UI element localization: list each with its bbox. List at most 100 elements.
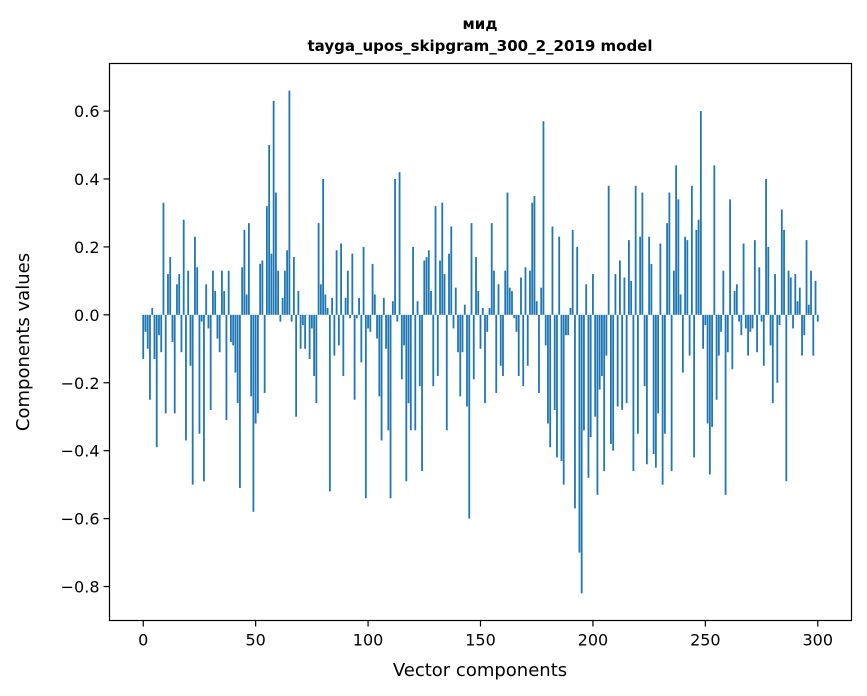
bar-171: [526, 314, 529, 366]
y-axis-ticks: −0.8 −0.6 −0.4 −0.2 0.0 0.2 0.4 0.6: [61, 102, 110, 597]
bar-17: [180, 314, 183, 353]
bar-266: [740, 314, 743, 336]
bar-277: [765, 178, 767, 315]
bar-1: [144, 314, 147, 332]
bar-129: [432, 314, 435, 387]
bar-107: [382, 297, 385, 315]
bar-177: [540, 287, 543, 315]
y-axis-label: Components values: [13, 253, 34, 431]
bar-219: [634, 185, 637, 315]
bar-93: [351, 253, 354, 315]
bar-193: [576, 246, 579, 315]
bar-24: [196, 267, 199, 315]
bar-12: [169, 257, 172, 315]
bar-271: [751, 314, 754, 329]
bar-86: [335, 250, 338, 315]
bar-192: [574, 314, 576, 509]
bar-298: [812, 314, 815, 356]
bar-85: [333, 314, 336, 356]
bar-204: [601, 314, 603, 376]
bar-74: [308, 314, 311, 359]
bar-25: [198, 314, 201, 434]
bar-179: [544, 314, 547, 346]
bar-166: [515, 314, 518, 332]
bar-29: [207, 314, 210, 329]
bar-162: [506, 192, 509, 315]
bar-52: [259, 263, 262, 315]
bar-272: [753, 240, 756, 315]
bar-66: [290, 314, 293, 322]
bar-254: [713, 165, 716, 315]
bar-286: [785, 314, 788, 482]
bar-50: [254, 314, 257, 424]
bar-98: [362, 246, 365, 315]
bar-62: [281, 297, 284, 315]
bar-169: [522, 314, 525, 387]
bar-167: [517, 314, 520, 376]
bar-250: [704, 314, 707, 326]
bar-150: [479, 314, 482, 349]
y-tick-label: −0.8: [61, 578, 100, 597]
bar-6: [155, 314, 158, 448]
bar-226: [650, 263, 653, 315]
x-tick-label: 150: [465, 631, 496, 650]
bar-91: [346, 270, 349, 315]
bar-90: [344, 297, 347, 315]
bar-172: [529, 270, 531, 315]
bar-95: [355, 314, 358, 319]
bar-53: [261, 260, 264, 315]
bar-38: [227, 270, 230, 315]
x-axis-ticks: 0 50 100 150 200 250 300: [138, 620, 833, 650]
bar-116: [403, 314, 405, 346]
bar-99: [364, 314, 367, 499]
bar-195: [580, 314, 583, 594]
bar-207: [607, 185, 610, 315]
bar-222: [641, 192, 644, 315]
y-tick-label: −0.6: [61, 510, 100, 529]
bar-128: [430, 291, 432, 315]
bar-220: [636, 314, 639, 434]
bar-186: [560, 314, 563, 461]
bar-260: [726, 314, 729, 353]
bar-232: [663, 314, 666, 434]
bar-123: [418, 314, 421, 387]
y-tick-label: −0.2: [61, 374, 100, 393]
bar-138: [452, 314, 455, 329]
bar-126: [425, 257, 428, 315]
y-tick-label: 0.6: [74, 102, 99, 121]
bar-119: [409, 314, 412, 431]
bar-68: [295, 314, 298, 417]
bar-41: [234, 314, 237, 373]
bar-26: [200, 314, 203, 322]
bar-55: [265, 206, 268, 315]
bar-145: [468, 314, 471, 519]
x-tick-label: 250: [690, 631, 721, 650]
y-tick-label: −0.4: [61, 442, 100, 461]
bar-139: [454, 287, 457, 315]
bar-108: [385, 314, 387, 349]
bar-278: [767, 246, 770, 315]
bar-297: [810, 270, 812, 315]
bar-96: [358, 297, 360, 315]
bar-212: [619, 260, 621, 315]
bar-3: [149, 314, 151, 400]
x-tick-label: 50: [245, 631, 265, 650]
bar-252: [708, 314, 711, 475]
bar-203: [598, 314, 601, 390]
bar-210: [614, 274, 617, 315]
bar-120: [412, 246, 414, 315]
bar-240: [681, 314, 684, 373]
bar-44: [241, 267, 244, 315]
bar-4: [151, 308, 154, 315]
bar-180: [547, 314, 549, 424]
bar-230: [659, 243, 662, 315]
bar-63: [283, 270, 286, 315]
bar-45: [243, 229, 246, 315]
bar-164: [511, 291, 513, 315]
bar-247: [697, 219, 700, 315]
bar-196: [583, 314, 585, 431]
bar-238: [677, 199, 680, 315]
bar-140: [457, 314, 459, 353]
bar-42: [236, 314, 239, 404]
bar-142: [461, 314, 464, 353]
